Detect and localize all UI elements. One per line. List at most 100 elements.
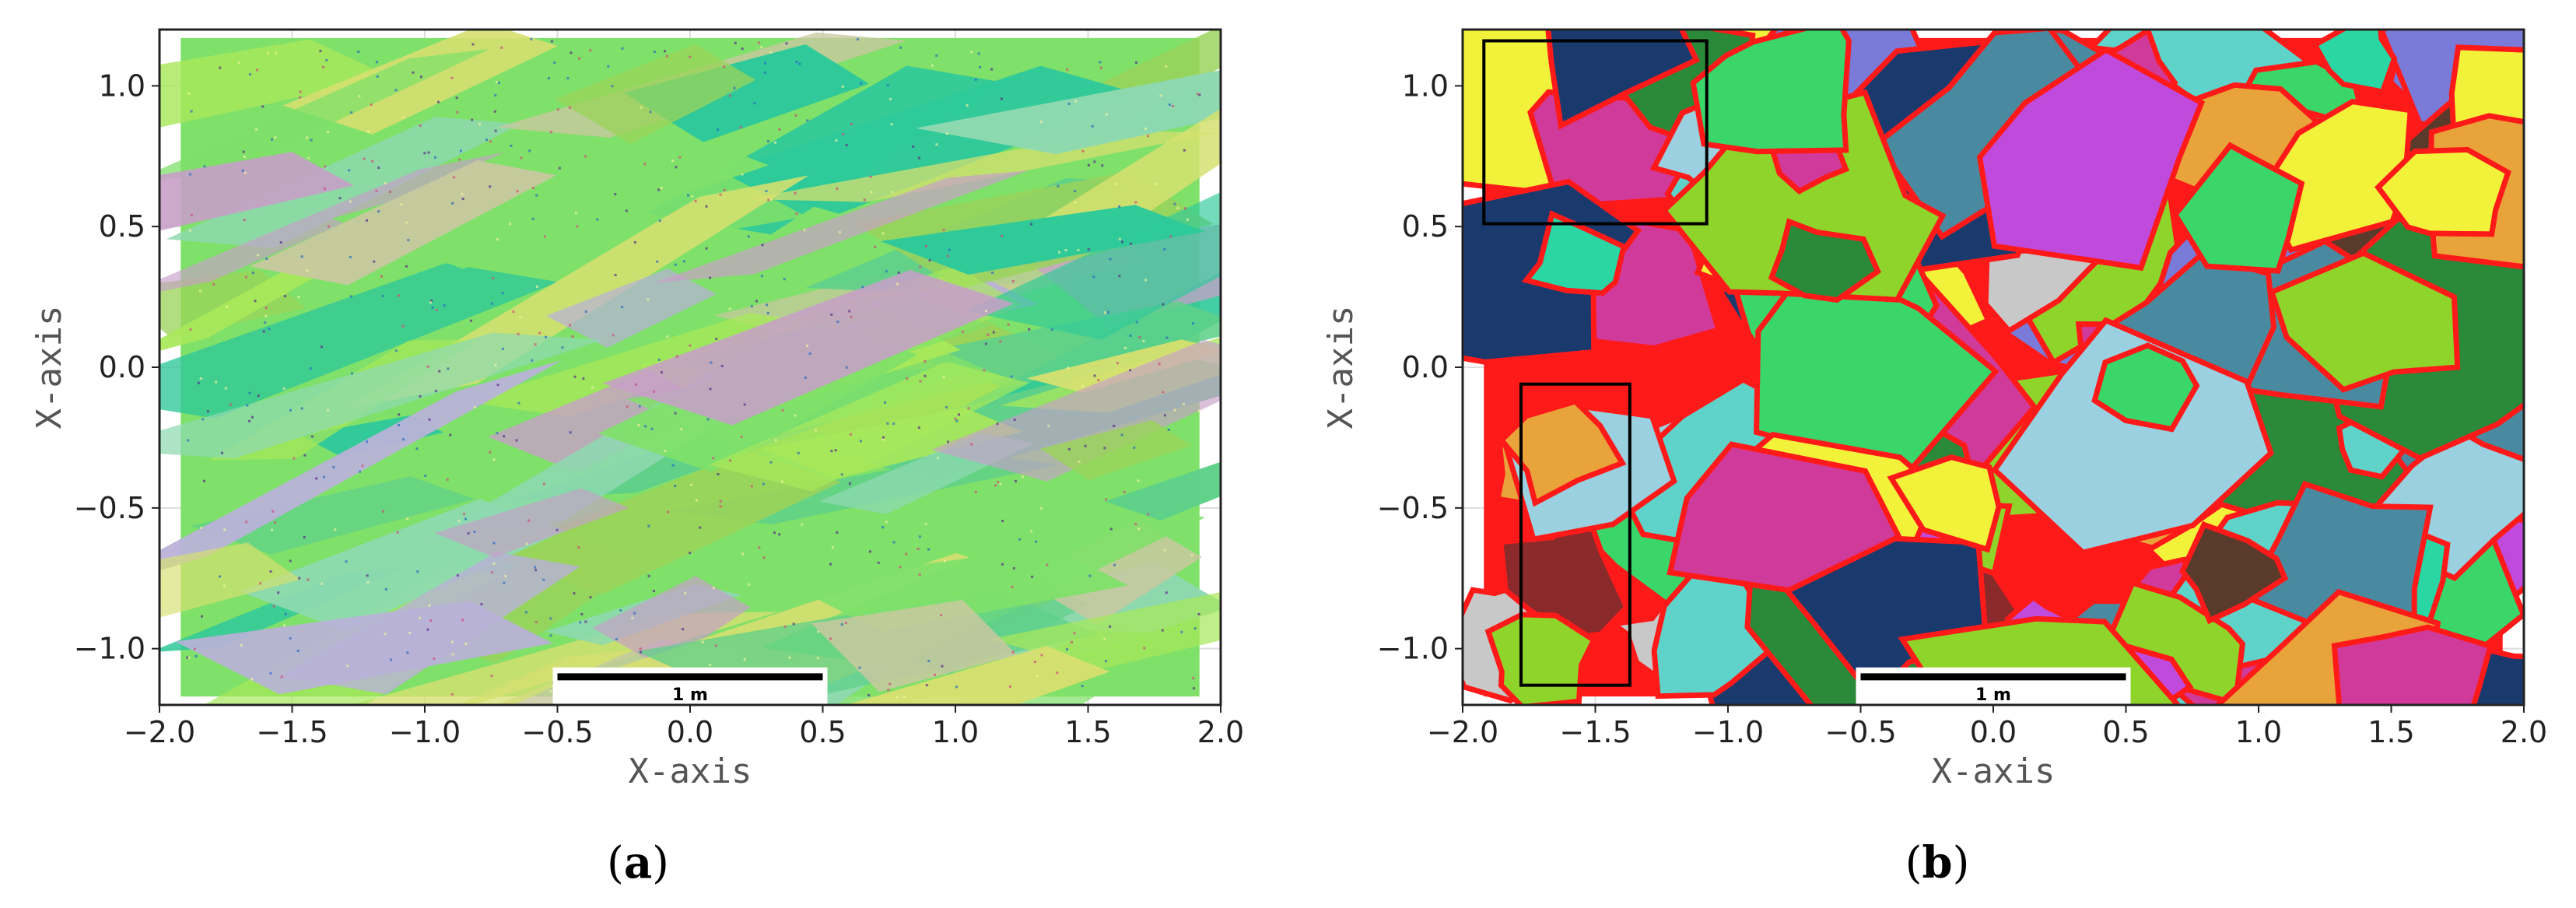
x-ticks-a: −2.0 −1.5 −1.0 −0.5 0.0 0.5 1.0 1.5 2.0 <box>124 705 1244 749</box>
noise-point <box>496 432 499 435</box>
noise-point <box>619 609 622 612</box>
noise-point <box>647 298 650 301</box>
noise-point <box>534 566 537 569</box>
noise-point <box>1039 507 1043 510</box>
noise-point <box>955 685 958 689</box>
noise-point <box>680 428 683 431</box>
noise-point <box>501 347 504 350</box>
noise-point <box>836 531 839 534</box>
noise-point <box>437 100 440 103</box>
noise-point <box>842 132 845 135</box>
noise-point <box>434 390 437 393</box>
noise-point <box>664 449 667 452</box>
noise-point <box>370 103 373 106</box>
noise-point <box>798 62 801 65</box>
noise-point <box>485 138 488 142</box>
noise-point <box>569 106 571 109</box>
noise-point <box>267 51 270 54</box>
noise-point <box>886 84 889 87</box>
noise-point <box>423 152 426 155</box>
noise-point <box>299 90 302 93</box>
noise-point <box>406 517 409 521</box>
noise-point <box>1120 433 1123 436</box>
scale-bar-a: 1 m <box>552 667 828 705</box>
noise-point <box>1010 375 1013 378</box>
noise-point <box>496 238 499 241</box>
noise-point <box>935 143 938 146</box>
noise-point <box>1113 563 1116 566</box>
noise-point <box>999 482 1002 486</box>
noise-point <box>188 92 191 95</box>
noise-point <box>187 439 190 442</box>
noise-point <box>1040 121 1043 124</box>
noise-point <box>1001 234 1004 237</box>
noise-point <box>1109 258 1112 261</box>
noise-point <box>501 292 504 295</box>
noise-point <box>561 346 564 349</box>
noise-point <box>433 657 436 661</box>
noise-point <box>984 342 987 345</box>
noise-point <box>430 300 433 302</box>
noise-point <box>712 457 715 460</box>
noise-point <box>224 387 227 390</box>
noise-point <box>1087 163 1090 167</box>
point-cloud-a <box>159 30 1221 705</box>
facet-patch <box>931 339 1221 482</box>
noise-point <box>212 283 216 286</box>
noise-point <box>1163 414 1166 417</box>
noise-point <box>1074 201 1077 204</box>
noise-point <box>1099 66 1102 69</box>
noise-point <box>1143 647 1146 650</box>
facet-patch <box>1105 461 1221 521</box>
noise-point <box>925 684 928 687</box>
noise-point <box>762 556 766 559</box>
noise-point <box>1115 183 1118 186</box>
noise-point <box>867 694 871 697</box>
facet-patch <box>159 152 506 293</box>
noise-point <box>480 603 483 606</box>
x-axis-title-a: X-axis <box>629 752 752 791</box>
noise-point <box>739 126 742 129</box>
noise-point <box>265 258 268 260</box>
noise-point <box>226 305 229 308</box>
noise-point <box>1008 685 1011 689</box>
y-ticks-b: −1.0 −0.5 0.0 0.5 1.0 <box>1377 68 1463 666</box>
x-tick-label: 0.5 <box>2102 715 2149 749</box>
noise-point <box>1198 93 1201 96</box>
noise-point <box>694 199 697 202</box>
scale-bar-b: 1 m <box>1856 667 2131 705</box>
segment-region <box>1498 398 1627 507</box>
noise-point <box>1183 149 1186 152</box>
noise-point <box>881 232 885 235</box>
noise-point <box>309 367 312 370</box>
noise-point <box>1028 328 1031 331</box>
noise-point <box>1103 311 1106 314</box>
noise-point <box>384 587 387 591</box>
noise-point <box>639 647 642 650</box>
noise-point <box>1030 530 1033 533</box>
noise-point <box>458 158 461 161</box>
noise-point <box>877 561 880 564</box>
noise-point <box>844 622 847 624</box>
noise-point <box>473 530 476 533</box>
noise-point <box>927 660 931 663</box>
noise-point <box>760 275 763 278</box>
noise-point <box>729 459 731 462</box>
noise-point <box>1137 479 1140 482</box>
noise-point <box>1169 235 1172 238</box>
noise-point <box>549 690 552 692</box>
noise-point <box>1091 124 1094 128</box>
noise-point <box>1165 336 1169 339</box>
noise-point <box>840 473 843 476</box>
noise-point <box>412 71 415 74</box>
noise-point <box>723 188 726 191</box>
noise-point <box>1018 538 1021 541</box>
noise-point <box>1197 93 1200 96</box>
noise-point <box>492 458 496 461</box>
noise-point <box>582 377 585 380</box>
noise-point <box>794 191 797 195</box>
noise-point <box>806 344 808 347</box>
noise-point <box>280 675 283 678</box>
noise-point <box>283 624 286 627</box>
noise-point <box>306 136 309 139</box>
